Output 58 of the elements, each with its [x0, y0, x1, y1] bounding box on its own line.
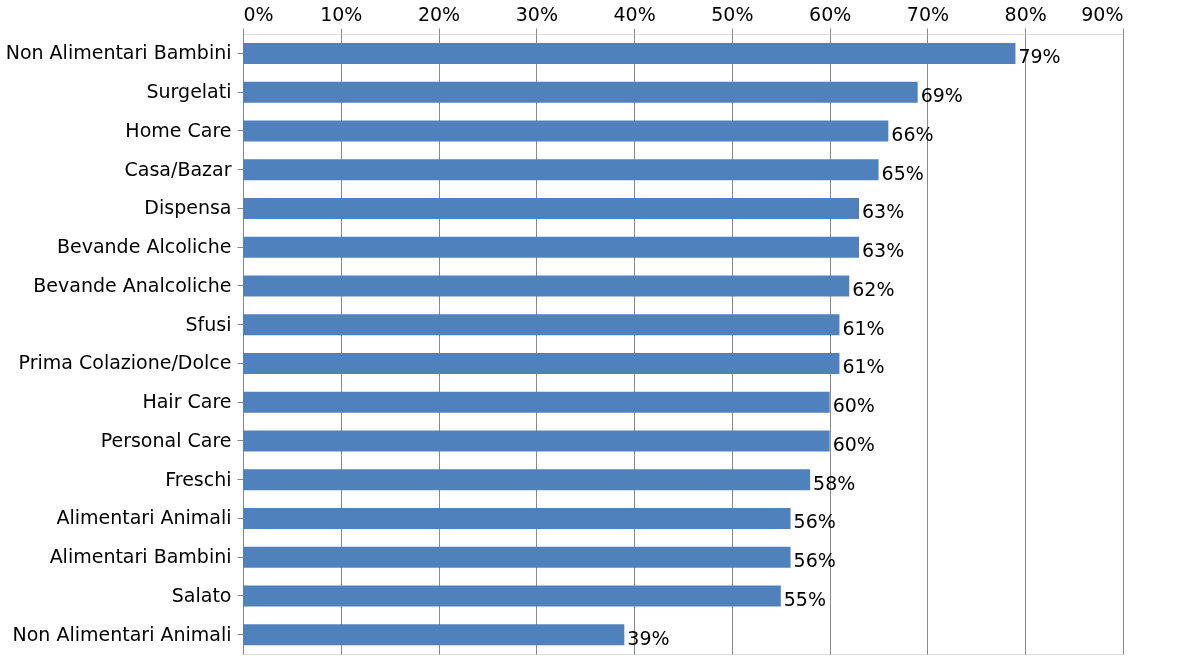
bar: [243, 159, 879, 181]
data-label: 55%: [783, 587, 827, 610]
data-label: 58%: [813, 471, 856, 494]
data-label: 39%: [627, 626, 670, 649]
y-tick-label: Non Alimentari Animali: [12, 622, 232, 645]
bar: [243, 42, 1016, 64]
y-tick-label: Home Care: [125, 118, 232, 141]
x-tick-label: 80%: [1004, 2, 1047, 25]
bar: [243, 275, 850, 297]
bar: [243, 197, 859, 219]
y-tick-label: Surgelati: [146, 80, 232, 103]
y-tick-label: Personal Care: [100, 428, 232, 451]
y-tick-label: Hair Care: [142, 390, 232, 413]
bar: [243, 314, 840, 336]
y-tick-label: Sfusi: [185, 312, 232, 335]
y-tick-label: Dispensa: [144, 196, 232, 219]
bar: [243, 391, 830, 413]
bar: [243, 585, 781, 607]
bar: [243, 430, 830, 452]
data-label: 60%: [832, 432, 875, 455]
y-tick-label: Bevande Analcoliche: [33, 273, 232, 296]
data-label: 66%: [891, 122, 934, 145]
bar: [243, 81, 918, 103]
x-tick-label: 0%: [243, 2, 274, 25]
y-tick-label: Bevande Alcoliche: [56, 235, 232, 258]
y-tick-label: Salato: [171, 583, 232, 606]
bar: [243, 120, 889, 142]
x-tick-label: 30%: [515, 2, 558, 25]
data-label: 61%: [842, 316, 885, 339]
x-tick-label: 90%: [1081, 2, 1124, 25]
y-tick-label: Alimentari Bambini: [49, 545, 232, 568]
bar: [243, 236, 859, 258]
data-label: 60%: [832, 394, 875, 417]
data-label: 61%: [842, 355, 885, 378]
data-label: 56%: [793, 510, 836, 533]
x-tick-label: 10%: [320, 2, 363, 25]
data-label: 56%: [793, 549, 836, 572]
data-label: 62%: [852, 277, 895, 300]
bar: [243, 546, 791, 568]
bar: [243, 352, 840, 374]
x-tick-label: 40%: [613, 2, 656, 25]
x-tick-label: 50%: [711, 2, 754, 25]
x-tick-label: 70%: [906, 2, 950, 25]
y-tick-label: Freschi: [165, 467, 232, 490]
y-tick-label: Alimentari Animali: [56, 506, 232, 529]
data-label: 65%: [881, 161, 924, 184]
bar: [243, 507, 791, 529]
bar: [243, 624, 625, 646]
x-tick-label: 20%: [417, 2, 461, 25]
data-label: 63%: [862, 200, 905, 223]
y-tick-label: Non Alimentari Bambini: [5, 41, 232, 64]
y-tick-label: Casa/Bazar: [124, 157, 232, 180]
data-label: 63%: [862, 239, 905, 262]
data-label: 79%: [1018, 45, 1061, 68]
y-tick-label: Prima Colazione/Dolce: [18, 351, 232, 374]
bar: [243, 469, 811, 491]
data-label: 69%: [920, 84, 963, 107]
x-tick-label: 60%: [809, 2, 852, 25]
